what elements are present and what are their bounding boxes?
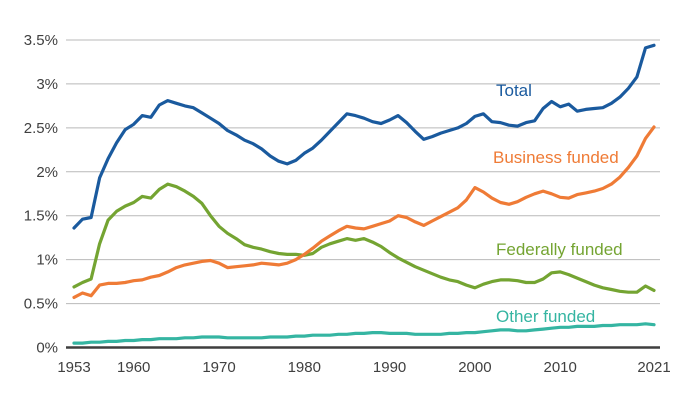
x-tick-label: 1953 (57, 359, 90, 376)
series-line-total (72, 43, 656, 230)
y-tick-label: 1% (36, 252, 58, 269)
x-tick-label: 2010 (543, 359, 576, 376)
series-label-business-funded: Business funded (493, 148, 619, 167)
y-tick-label: 3% (36, 76, 58, 93)
y-tick-label: 0.5% (24, 296, 58, 313)
y-tick-label: 2% (36, 164, 58, 181)
x-tick-label: 2000 (458, 359, 491, 376)
x-tick-label: 1990 (373, 359, 406, 376)
series-line-business-funded (72, 125, 656, 299)
x-tick-label: 1980 (288, 359, 321, 376)
series-label-total: Total (496, 81, 532, 100)
series-line-federally-funded (72, 182, 656, 294)
series-label-federally-funded: Federally funded (496, 240, 623, 259)
y-tick-label: 2.5% (24, 120, 58, 137)
y-tick-label: 3.5% (24, 32, 58, 49)
x-tick-label: 2021 (637, 359, 670, 376)
x-tick-label: 1970 (202, 359, 235, 376)
y-tick-label: 1.5% (24, 208, 58, 225)
x-tick-label: 1960 (117, 359, 150, 376)
series-label-other-funded: Other funded (496, 307, 596, 326)
y-tick-label: 0% (36, 340, 58, 357)
series-line-other-funded (72, 322, 656, 345)
